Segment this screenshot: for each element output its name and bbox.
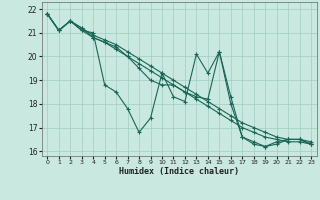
X-axis label: Humidex (Indice chaleur): Humidex (Indice chaleur) [119,167,239,176]
